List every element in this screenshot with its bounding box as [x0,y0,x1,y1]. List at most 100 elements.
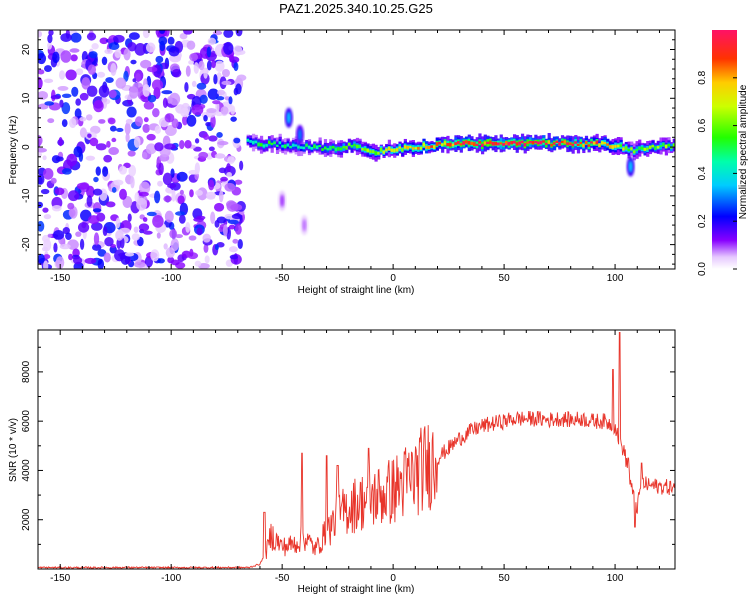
ridge-segment [385,148,389,152]
noise-blob [86,195,93,207]
noise-blob [47,233,53,238]
noise-blob [60,33,72,42]
ridge-segment [454,142,458,146]
noise-blob [203,133,210,140]
noise-blob [154,190,161,204]
noise-blob [133,261,146,268]
noise-blob [158,162,164,176]
noise-blob [131,233,140,241]
colorbar-ticks: 0.0 0.2 0.4 0.6 0.8 [697,70,737,276]
noise-blob [146,211,157,217]
noise-blob [210,211,216,224]
noise-blob [233,137,241,144]
noise-blob [68,253,73,261]
ridge-segment [246,138,250,142]
noise-blob [128,164,137,177]
noise-blob [206,107,217,114]
noise-blob [195,189,203,196]
ridge-segment [345,145,349,150]
ridge-segment [278,141,282,145]
noise-blob [224,182,236,192]
noise-blob [47,34,53,44]
noise-blob [157,258,165,264]
noise-blob [221,68,230,78]
noise-blob [111,186,117,193]
ridge-segment [257,142,261,147]
spectrogram-frame [37,29,676,270]
ridge-segment [270,142,274,146]
noise-blob [112,34,125,43]
noise-blob [161,90,173,95]
ridge-segment [494,141,498,146]
noise-blob [130,59,137,65]
ridge-segment [363,147,368,151]
ridge-segment [504,140,509,145]
noise-blob [38,201,44,209]
noise-blob [189,189,194,198]
noise-blob [104,48,113,55]
ridge-segment [489,140,493,145]
ridge-segment [648,145,653,150]
noise-blob [130,176,135,189]
noise-blob [210,114,216,128]
ridge-segment [347,142,352,146]
noise-blob [237,239,243,250]
noise-blob [208,179,215,191]
noise-blob [191,80,197,87]
ridge-segment [382,150,386,154]
noise-blob [203,243,209,253]
noise-blob [53,242,58,253]
ridge-segment [470,141,474,146]
noise-blob [228,224,236,230]
noise-blob [163,243,168,250]
noise-blob [143,117,149,123]
noise-blob [85,114,93,121]
noise-blob [97,249,107,257]
snr-y-axis-title: SNR (10 * v/v) [8,418,19,482]
ridge-segment [406,145,410,150]
noise-blob [95,166,101,176]
noise-blob [93,176,99,183]
ridge-segment [481,143,485,147]
noise-blob [93,100,104,113]
ridge-segment [379,147,384,152]
ridge-segment [427,145,431,150]
ridge-segment [526,141,530,144]
x-tick-label: 0 [390,573,396,584]
ridge-segment [646,147,650,151]
ridge-segment [411,147,415,150]
noise-blob [145,42,156,53]
noise-blob [142,123,150,133]
noise-blob [196,82,207,90]
noise-blob [222,224,228,237]
noise-blob [89,137,99,147]
ridge-segment [475,143,479,147]
snr-panel: -150 -100 -50 0 50 100 2000 4000 6000 8000 Heigh… [8,329,676,595]
noise-blob [234,179,243,185]
x-tick-label: -100 [161,573,181,584]
ridge-segment [419,146,423,150]
noise-blob [229,254,238,260]
noise-blob [184,140,192,149]
noise-blob [52,229,65,240]
noise-blob [165,247,176,258]
noise-blob [125,118,133,125]
noise-blob [174,211,186,216]
noise-blob [50,177,57,184]
noise-blob [38,253,45,264]
ridge-segment [491,141,495,146]
ridge-segment [297,145,301,149]
noise-blob [223,30,234,38]
noise-blob [115,229,124,241]
noise-blob [191,95,202,108]
noise-blob [233,62,239,72]
noise-blob [233,45,243,56]
noise-blob [71,86,79,97]
ridge-segment [656,146,660,149]
x-tick-label: -50 [275,273,290,284]
ridge-excursion-core [302,219,307,232]
ridge-segment [544,142,549,145]
noise-blob [114,49,122,59]
noise-blob [214,219,220,228]
